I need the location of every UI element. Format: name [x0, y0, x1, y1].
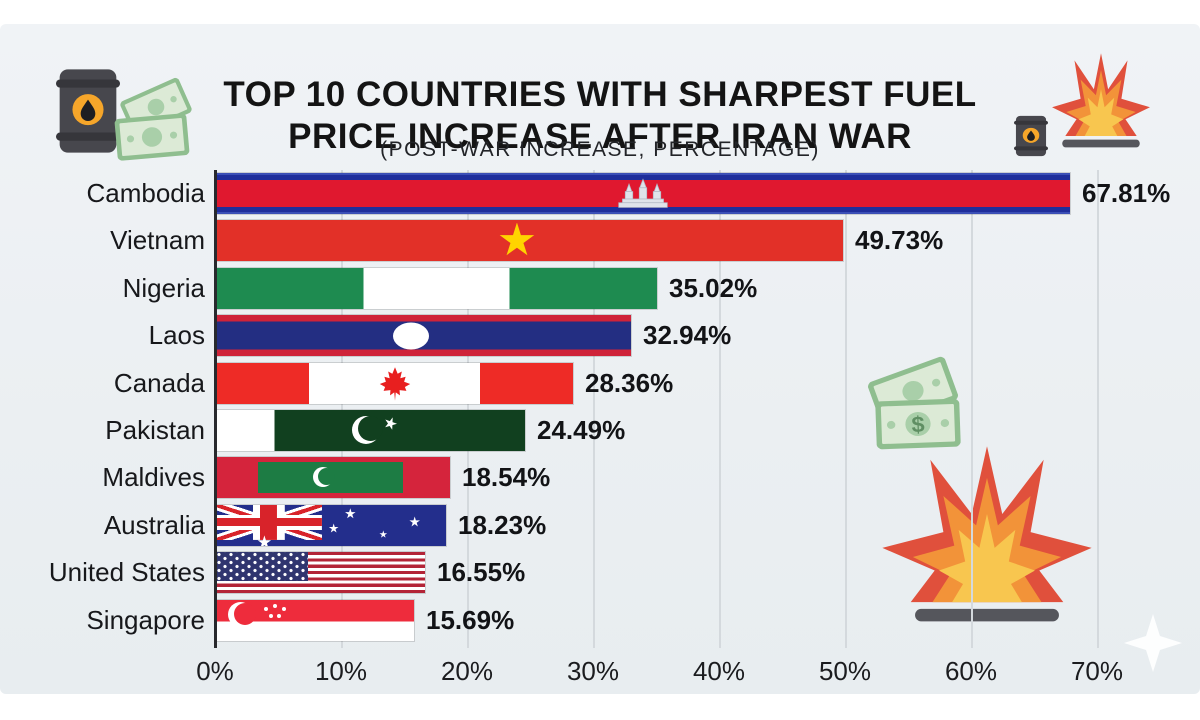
gridline: [845, 170, 847, 648]
gridline: [719, 170, 721, 648]
page-subtitle: (POST-WAR INCREASE, PERCENTAGE): [380, 138, 820, 161]
stars-canton-icon: [216, 552, 308, 582]
x-axis-tick-label: 10%: [314, 656, 368, 686]
crescent-icon: [228, 602, 256, 627]
money-bills-icon: $: [858, 356, 966, 452]
bar-maldives: [216, 457, 450, 498]
y-axis-line: [214, 170, 217, 648]
bar-canada: [216, 363, 573, 404]
circle-icon: [393, 322, 430, 349]
chart-row: 18.54%: [216, 457, 550, 498]
country-label: Singapore: [86, 605, 205, 635]
value-label: 24.49%: [537, 415, 626, 445]
x-axis-tick-label: 70%: [1070, 656, 1124, 686]
stars-icon: [264, 607, 268, 611]
gridline: [971, 170, 973, 648]
money-bills-icon: [108, 77, 204, 164]
chart: 67.81% 49.73% 35.02% 32.94% 28.36% 24.49% 18.5…: [214, 170, 1170, 648]
bar-singapore: [216, 600, 414, 641]
union-jack-icon: [216, 505, 322, 540]
value-label: 18.54%: [462, 462, 551, 492]
chart-row: 18.23%: [216, 505, 546, 546]
x-axis-tick-label: 60%: [944, 656, 998, 686]
gridline: [593, 170, 595, 648]
bar-united-states: [216, 552, 425, 593]
x-axis-tick-label: 50%: [818, 656, 872, 686]
country-label: United States: [48, 557, 205, 587]
x-axis-tick-label: 40%: [692, 656, 746, 686]
country-label: Australia: [103, 510, 205, 540]
chart-row: 35.02%: [216, 268, 757, 309]
bar-cambodia: [216, 173, 1070, 214]
star-icon: [409, 516, 420, 527]
crescent-icon: [313, 467, 336, 488]
country-label: Laos: [148, 320, 205, 350]
country-label: Cambodia: [86, 178, 205, 208]
star-icon: [382, 415, 399, 432]
crescent-icon: [351, 416, 383, 444]
chart-row: 32.94%: [216, 315, 731, 356]
country-label: Nigeria: [122, 273, 205, 303]
star-icon: [499, 222, 535, 256]
chart-row: 16.55%: [216, 552, 525, 593]
value-label: 67.81%: [1082, 178, 1171, 208]
value-label: 15.69%: [426, 605, 515, 635]
oil-barrel-icon: [1014, 115, 1048, 157]
star-icon: [328, 523, 339, 533]
star-icon: [379, 530, 388, 538]
value-label: 35.02%: [669, 273, 758, 303]
chart-row: 67.81%: [216, 173, 1170, 214]
gridline: [467, 170, 469, 648]
star-icon: [345, 508, 356, 519]
explosion-icon: [878, 444, 1096, 636]
value-label: 16.55%: [437, 557, 526, 587]
x-axis-tick-label: 30%: [566, 656, 620, 686]
gridline: [341, 170, 343, 648]
chart-row: 49.73%: [216, 220, 943, 261]
bar-laos: [216, 315, 631, 356]
value-label: 32.94%: [643, 320, 732, 350]
value-label: 28.36%: [585, 368, 674, 398]
chart-row: 15.69%: [216, 600, 514, 641]
oil-barrel-icon: [56, 66, 120, 156]
page-title-line1: TOP 10 COUNTRIES WITH SHARPEST FUEL: [223, 75, 977, 115]
bar-nigeria: [216, 268, 657, 309]
x-axis-tick-label: 0%: [196, 656, 234, 686]
value-label: 18.23%: [458, 510, 547, 540]
bar-vietnam: [216, 220, 843, 261]
green-panel: [258, 461, 404, 494]
country-label: Canada: [113, 368, 205, 398]
bar-australia: [216, 505, 446, 546]
bar-pakistan: [216, 410, 525, 451]
explosion-icon: [1050, 52, 1152, 154]
page-title-line2: PRICE INCREASE AFTER IRAN WAR: [288, 117, 912, 157]
x-axis-tick-label: 20%: [440, 656, 494, 686]
chart-row: 28.36%: [216, 363, 673, 404]
angkor-wat-icon: [618, 177, 668, 208]
svg-text:$: $: [911, 411, 925, 437]
value-label: 49.73%: [855, 225, 944, 255]
chart-row: 24.49%: [216, 410, 625, 451]
x-axis: 0% 10% 20% 30% 40% 50% 60% 70%: [196, 656, 1123, 690]
maple-leaf-icon: [379, 366, 410, 401]
country-label: Vietnam: [110, 225, 205, 255]
country-label: Pakistan: [105, 415, 205, 445]
star-icon: [257, 535, 272, 546]
gridline: [1097, 170, 1099, 648]
country-label: Maldives: [102, 462, 205, 492]
